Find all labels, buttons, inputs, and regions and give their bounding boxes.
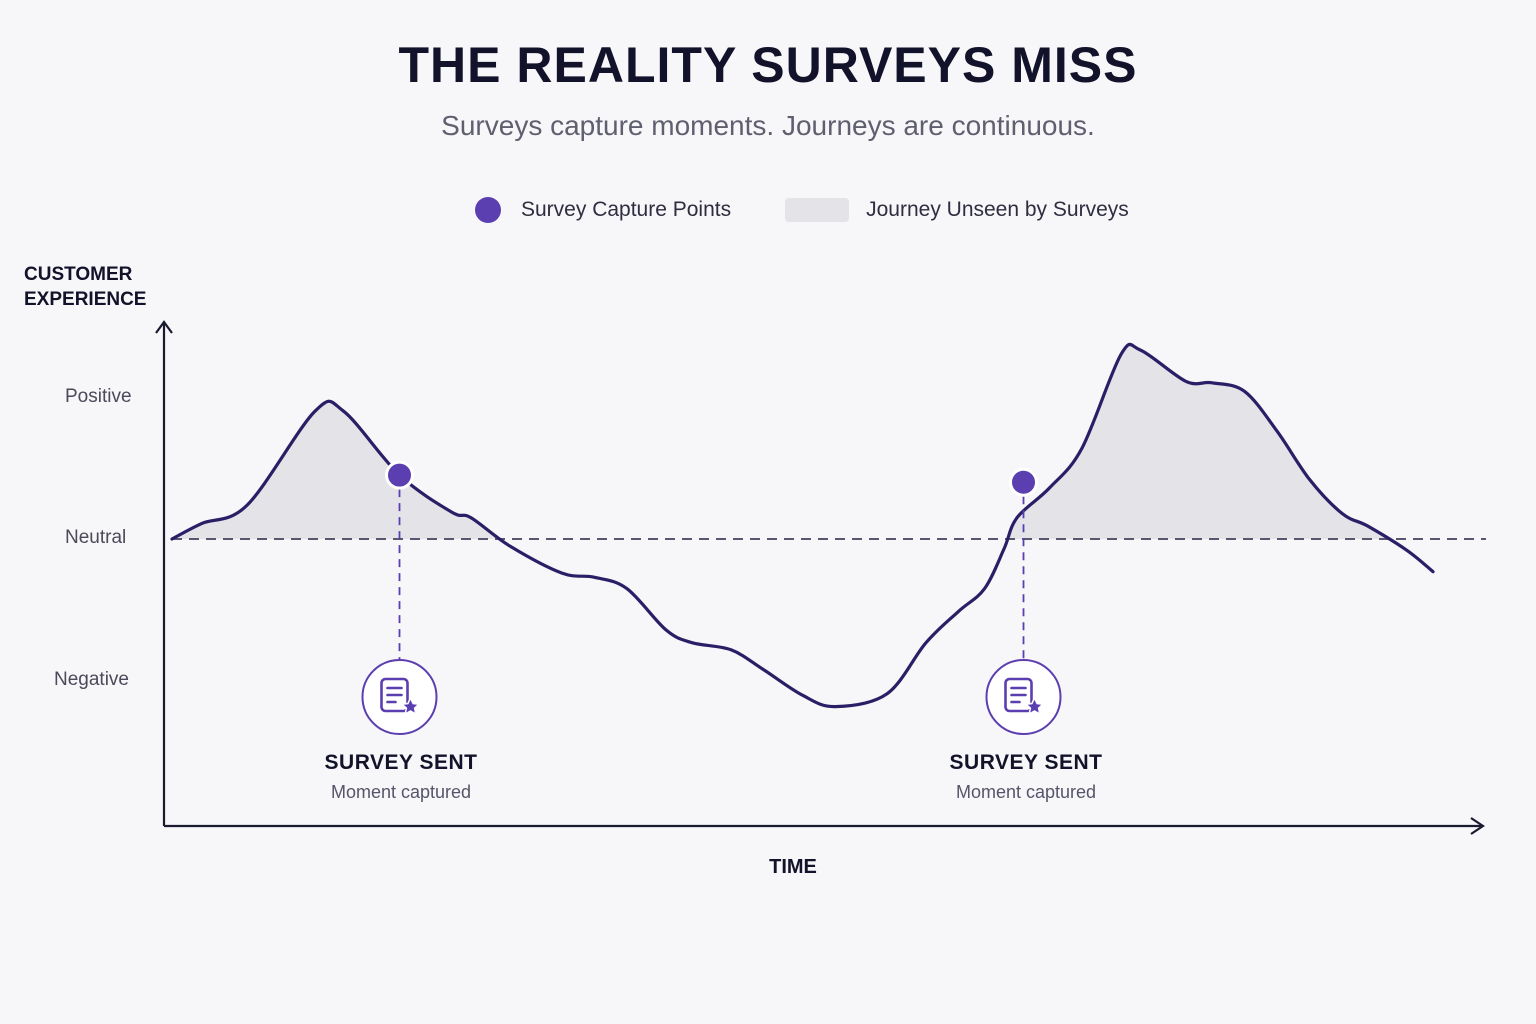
survey-callout-title-2: SURVEY SENT xyxy=(949,751,1103,774)
survey-capture-dot xyxy=(385,460,414,490)
y-tick-positive: Positive xyxy=(65,386,132,407)
y-axis-label: CUSTOMER EXPERIENCE xyxy=(24,262,224,312)
legend: Survey Capture Points Journey Unseen by … xyxy=(475,194,1129,226)
legend-label-survey-capture: Survey Capture Points xyxy=(521,198,732,221)
survey-callout-title-1: SURVEY SENT xyxy=(324,751,478,774)
axes xyxy=(155,320,1485,835)
chart-title: THE REALITY SURVEYS MISS xyxy=(398,37,1138,93)
survey-callout-subtitle-2: Moment captured xyxy=(955,782,1097,802)
unseen-journey-area xyxy=(172,344,1433,539)
y-tick-negative: Negative xyxy=(54,669,129,690)
y-axis-label-line-2: EXPERIENCE xyxy=(24,289,147,310)
survey-layer xyxy=(361,460,1062,735)
survey-point-1 xyxy=(361,460,438,735)
x-axis-arrow-icon xyxy=(1470,817,1485,835)
journey-line xyxy=(170,342,1435,709)
y-tick-neutral: Neutral xyxy=(65,527,127,548)
chart-subtitle: Surveys capture moments. Journeys are co… xyxy=(441,110,1095,141)
y-axis-label-line-1: CUSTOMER xyxy=(24,264,133,285)
survey-point-2 xyxy=(985,467,1062,735)
legend-swatch-journey-unseen xyxy=(785,198,850,222)
legend-dot-survey-capture xyxy=(475,197,501,223)
x-axis-label: TIME xyxy=(769,856,817,878)
legend-label-journey-unseen: Journey Unseen by Surveys xyxy=(866,198,1129,221)
survey-icon-ring xyxy=(985,659,1062,735)
survey-capture-dot xyxy=(1009,467,1038,497)
survey-callout-subtitle-1: Moment captured xyxy=(330,782,472,802)
y-axis-arrow-icon xyxy=(155,320,173,334)
survey-icon-ring xyxy=(361,659,438,735)
unseen-area-layer xyxy=(172,344,1433,539)
